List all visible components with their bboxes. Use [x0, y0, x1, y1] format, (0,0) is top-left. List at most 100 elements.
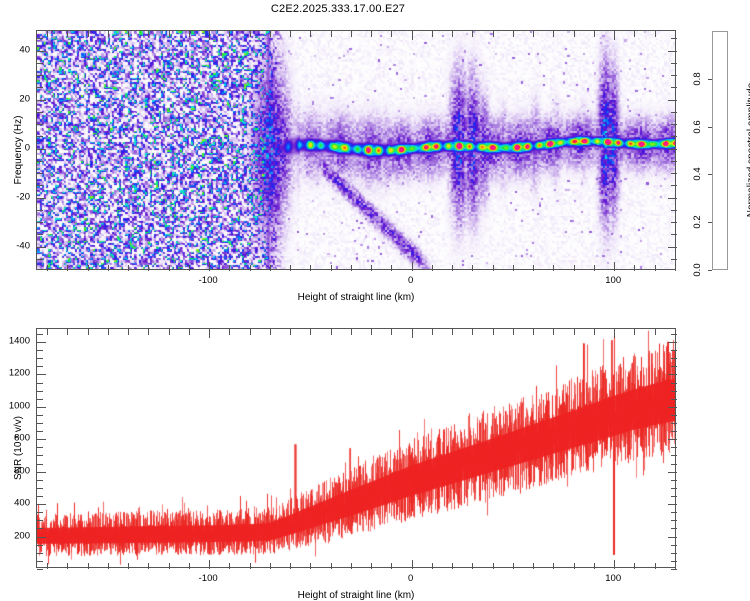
- axis-tick-x: [533, 31, 535, 37]
- axis-tick-y: [37, 463, 43, 465]
- axis-tick-x: [512, 31, 514, 37]
- axis-major-tick-y: [668, 439, 677, 441]
- axis-tick-x: [452, 329, 454, 335]
- axis-tick-x: [330, 31, 332, 37]
- axis-tick-x: [269, 329, 271, 335]
- snr-ytick-label: 800: [14, 432, 30, 444]
- axis-tick-x: [573, 265, 575, 271]
- axis-major-tick-x: [209, 262, 211, 271]
- axis-tick-y: [37, 62, 43, 64]
- axis-tick-x: [350, 329, 352, 335]
- axis-tick-x: [431, 265, 433, 271]
- axis-tick-x: [67, 265, 69, 271]
- axis-tick-x: [67, 563, 69, 569]
- axis-tick-y: [37, 366, 43, 368]
- axis-tick-x: [431, 563, 433, 569]
- spectrogram-panel: [36, 30, 677, 271]
- axis-tick-x: [310, 563, 312, 569]
- axis-tick-y: [671, 447, 677, 449]
- axis-major-tick-x: [614, 262, 616, 271]
- axis-tick-x: [148, 265, 150, 271]
- axis-major-tick-y: [668, 197, 677, 199]
- axis-tick-y: [37, 222, 43, 224]
- axis-tick-y: [671, 160, 677, 162]
- snr-trace: [37, 329, 675, 567]
- axis-tick-x: [168, 563, 170, 569]
- axis-tick-x: [533, 563, 535, 569]
- axis-tick-x: [512, 265, 514, 271]
- snr-x-axis-label: Height of straight line (km): [297, 590, 415, 601]
- axis-tick-x: [188, 265, 190, 271]
- axis-tick-y: [37, 382, 43, 384]
- axis-tick-y: [671, 569, 677, 570]
- axis-tick-x: [67, 329, 69, 335]
- axis-tick-x: [290, 329, 292, 335]
- axis-tick-x: [674, 31, 676, 37]
- spectrogram-xtick-label: 0: [408, 275, 414, 286]
- axis-tick-y: [671, 87, 677, 89]
- axis-tick-x: [188, 563, 190, 569]
- axis-tick-y: [37, 358, 43, 360]
- axis-tick-x: [371, 329, 373, 335]
- colorbar-tick-label: 0.8: [691, 72, 703, 86]
- axis-tick-y: [671, 185, 677, 187]
- axis-tick-x: [229, 563, 231, 569]
- axis-tick-x: [47, 31, 49, 37]
- axis-tick-x: [593, 265, 595, 271]
- axis-tick-x: [350, 563, 352, 569]
- axis-tick-y: [37, 431, 43, 433]
- axis-tick-x: [249, 563, 251, 569]
- axis-tick-x: [188, 31, 190, 37]
- axis-major-tick-x: [209, 329, 211, 338]
- axis-tick-x: [553, 563, 555, 569]
- axis-tick-x: [330, 265, 332, 271]
- axis-tick-y: [37, 124, 43, 126]
- axis-tick-x: [391, 329, 393, 335]
- axis-tick-y: [671, 463, 677, 465]
- axis-tick-x: [452, 265, 454, 271]
- axis-major-tick-y: [37, 471, 46, 473]
- axis-tick-y: [37, 333, 43, 335]
- axis-tick-x: [371, 563, 373, 569]
- axis-tick-y: [37, 544, 43, 546]
- axis-major-tick-y: [37, 536, 46, 538]
- axis-tick-x: [249, 329, 251, 335]
- axis-tick-x: [654, 563, 656, 569]
- axis-tick-y: [671, 234, 677, 236]
- axis-tick-x: [330, 329, 332, 335]
- snr-ytick-label: 600: [14, 465, 30, 477]
- axis-tick-y: [671, 358, 677, 360]
- spectrogram-xtick-label: -100: [198, 275, 218, 286]
- snr-ytick-label: 1400: [8, 335, 30, 347]
- axis-tick-x: [533, 265, 535, 271]
- axis-major-tick-y: [668, 148, 677, 150]
- axis-tick-x: [472, 265, 474, 271]
- axis-tick-x: [290, 563, 292, 569]
- snr-xtick-label: 100: [605, 573, 622, 584]
- snr-xtick-label: 0: [408, 573, 414, 584]
- axis-tick-x: [229, 31, 231, 37]
- axis-tick-x: [148, 329, 150, 335]
- axis-tick-y: [37, 209, 43, 211]
- axis-tick-x: [168, 265, 170, 271]
- axis-tick-x: [634, 31, 636, 37]
- figure-title: C2E2.2025.333.17.00.E27: [270, 3, 406, 15]
- axis-tick-x: [269, 31, 271, 37]
- axis-tick-x: [249, 265, 251, 271]
- axis-tick-x: [391, 31, 393, 37]
- snr-panel: [36, 328, 677, 570]
- axis-tick-y: [671, 398, 677, 400]
- axis-major-tick-y: [668, 536, 677, 538]
- axis-tick-x: [229, 329, 231, 335]
- spectrogram-ytick-label: -40: [16, 240, 30, 251]
- axis-tick-y: [671, 173, 677, 175]
- axis-tick-y: [37, 258, 43, 260]
- axis-tick-y: [37, 455, 43, 457]
- axis-tick-x: [128, 329, 130, 335]
- axis-tick-x: [269, 563, 271, 569]
- axis-tick-x: [290, 31, 292, 37]
- axis-tick-x: [87, 329, 89, 335]
- colorbar-tick: [708, 126, 712, 128]
- axis-tick-x: [431, 31, 433, 37]
- axis-major-tick-y: [37, 406, 46, 408]
